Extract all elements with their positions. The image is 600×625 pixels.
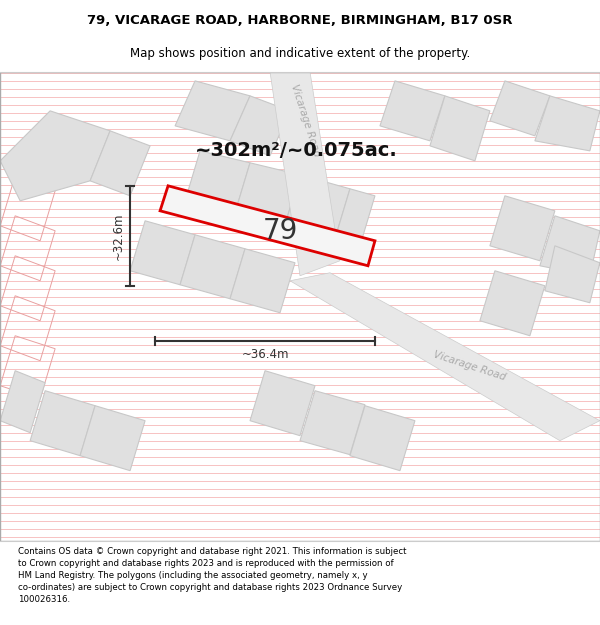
Polygon shape	[175, 81, 250, 141]
Polygon shape	[490, 81, 550, 136]
Polygon shape	[540, 216, 600, 276]
Polygon shape	[545, 246, 600, 302]
Polygon shape	[230, 249, 295, 312]
Polygon shape	[235, 163, 300, 225]
Polygon shape	[285, 175, 350, 239]
Polygon shape	[335, 189, 375, 246]
Polygon shape	[230, 96, 290, 156]
Polygon shape	[380, 81, 445, 141]
Polygon shape	[90, 131, 150, 196]
Polygon shape	[350, 406, 415, 471]
Text: 79: 79	[262, 217, 298, 245]
Polygon shape	[535, 96, 600, 151]
Text: ~32.6m: ~32.6m	[112, 212, 125, 259]
Polygon shape	[250, 371, 315, 436]
Polygon shape	[480, 271, 545, 336]
Text: ~36.4m: ~36.4m	[241, 348, 289, 361]
Text: Contains OS data © Crown copyright and database right 2021. This information is : Contains OS data © Crown copyright and d…	[18, 546, 407, 604]
Polygon shape	[180, 235, 245, 299]
Polygon shape	[270, 72, 340, 276]
Polygon shape	[185, 151, 250, 213]
Text: 79, VICARAGE ROAD, HARBORNE, BIRMINGHAM, B17 0SR: 79, VICARAGE ROAD, HARBORNE, BIRMINGHAM,…	[87, 14, 513, 27]
Polygon shape	[290, 272, 600, 441]
Polygon shape	[490, 196, 555, 261]
Polygon shape	[0, 111, 110, 201]
Text: Vicarage Road: Vicarage Road	[433, 350, 508, 382]
Text: ~302m²/~0.075ac.: ~302m²/~0.075ac.	[195, 141, 398, 161]
Polygon shape	[300, 391, 365, 454]
Text: Map shows position and indicative extent of the property.: Map shows position and indicative extent…	[130, 48, 470, 61]
Polygon shape	[0, 371, 45, 432]
Polygon shape	[160, 186, 375, 266]
Polygon shape	[130, 221, 195, 285]
Text: Vicarage Road: Vicarage Road	[289, 83, 322, 158]
Polygon shape	[30, 391, 95, 456]
Polygon shape	[430, 96, 490, 161]
Polygon shape	[80, 406, 145, 471]
